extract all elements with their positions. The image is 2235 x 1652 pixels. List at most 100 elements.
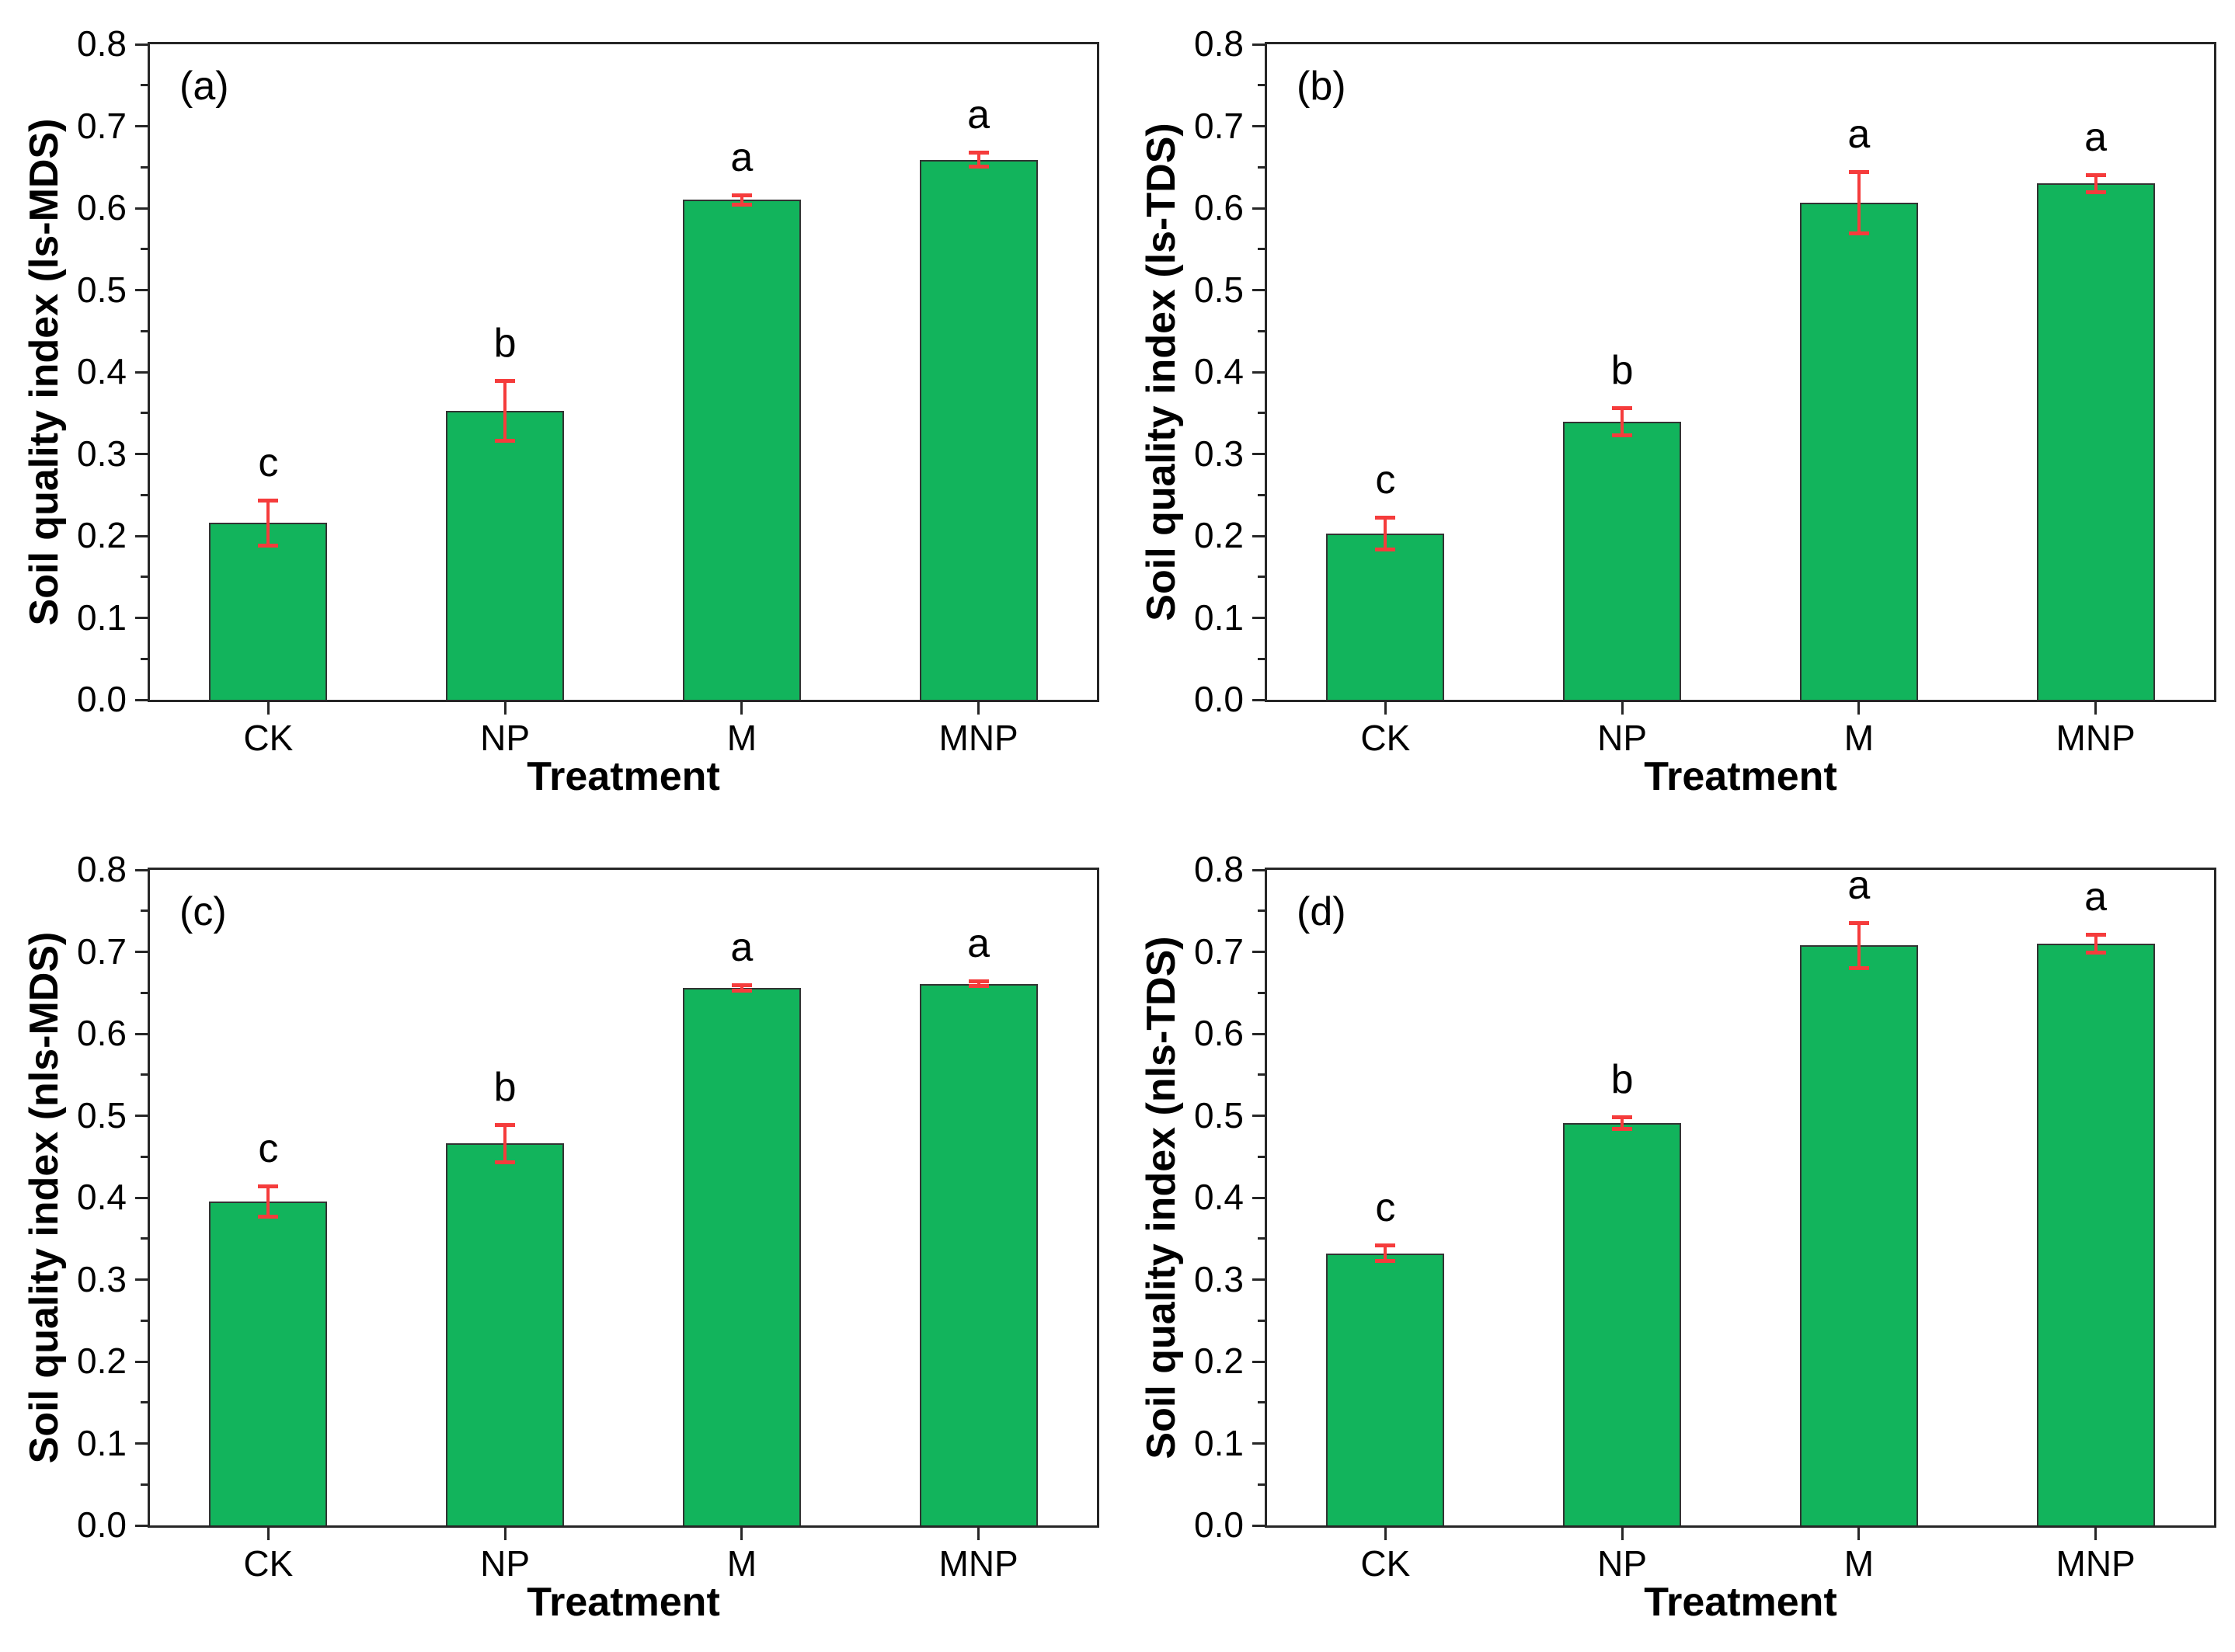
error-bar-cap-bottom: [1848, 965, 1869, 970]
x-axis-tick: [977, 1528, 980, 1540]
y-tick-label: 0.2: [77, 515, 127, 555]
y-axis-tick: [1252, 1360, 1265, 1363]
error-bar-line: [1621, 1116, 1624, 1130]
y-axis-tick: [1258, 84, 1265, 87]
error-bar-cap-top: [731, 193, 752, 198]
error-bar-cap-bottom: [495, 438, 516, 443]
error-bar-cap-top: [731, 983, 752, 987]
y-tick-label: 0.8: [1194, 849, 1244, 889]
error-bar-line: [740, 195, 743, 205]
x-axis-tick: [2094, 1528, 2097, 1540]
y-axis-tick: [135, 1524, 148, 1527]
error-bar-cap-bottom: [258, 543, 279, 548]
y-tick-label: 0.1: [77, 596, 127, 638]
x-axis-tick: [266, 1528, 270, 1540]
y-axis-tick: [1258, 657, 1265, 660]
y-axis-tick: [135, 125, 148, 127]
y-axis-tick: [141, 412, 148, 415]
x-category-label: CK: [1360, 1543, 1411, 1584]
significance-letter: b: [493, 320, 517, 366]
x-axis-tick: [266, 702, 270, 715]
error-bar-cap-top: [2085, 172, 2106, 177]
x-category-label: NP: [480, 1543, 531, 1584]
bar-m: [682, 200, 801, 700]
y-tick-label: 0.8: [77, 849, 127, 889]
error-bar-cap-top: [2085, 933, 2106, 937]
x-category-label: NP: [480, 718, 531, 758]
x-category-label: MNP: [2056, 718, 2136, 758]
y-tick-label: 0.4: [1194, 1177, 1244, 1217]
y-axis-tick: [135, 370, 148, 374]
y-axis-tick: [135, 1196, 148, 1199]
panel-label: (b): [1297, 64, 1346, 109]
error-bar-cap-bottom: [968, 165, 989, 169]
error-bar-cap-bottom: [1612, 1127, 1633, 1132]
y-axis-tick: [1252, 453, 1265, 455]
y-tick-label: 0.5: [77, 1094, 127, 1136]
y-axis-tick: [1258, 909, 1265, 913]
error-bar-cap-top: [1848, 920, 1869, 925]
error-bar-cap-top: [1848, 169, 1869, 174]
y-axis-tick: [141, 1155, 148, 1158]
bar-m: [1799, 945, 1918, 1525]
error-bar-cap-bottom: [1375, 547, 1396, 551]
y-axis-tick: [141, 1401, 148, 1404]
y-tick-label: 0.5: [77, 269, 127, 310]
error-bar-line: [1384, 516, 1387, 550]
y-axis-tick: [1258, 1073, 1265, 1076]
y-axis-tick: [135, 534, 148, 537]
y-axis-tick: [1258, 576, 1265, 579]
panel-a: Soil quality index (ls-MDS) (a) 0.0 0.1 0.…: [0, 0, 1118, 826]
y-axis-tick: [1252, 1115, 1265, 1117]
y-tick-label: 0.7: [1194, 105, 1244, 146]
y-axis-tick: [1258, 248, 1265, 251]
x-axis-tick: [1384, 702, 1387, 715]
y-axis-tick: [135, 617, 148, 619]
y-tick-label: 0.3: [77, 433, 127, 474]
y-axis-tick: [141, 329, 148, 332]
y-tick-label: 0.3: [77, 1258, 127, 1299]
significance-letter: a: [730, 924, 754, 970]
significance-letter: a: [967, 92, 990, 138]
error-bar-cap-bottom: [1848, 231, 1869, 235]
y-tick-label: 0.4: [77, 1177, 127, 1217]
y-axis-tick: [135, 207, 148, 210]
y-tick-label: 0.1: [1194, 596, 1244, 638]
x-axis-tick: [1384, 1528, 1387, 1540]
y-tick-label: 0.4: [77, 351, 127, 391]
y-axis-tick: [141, 1073, 148, 1076]
y-axis-tick: [141, 248, 148, 251]
error-bar-cap-bottom: [731, 202, 752, 207]
y-axis-tick: [135, 698, 148, 701]
y-tick-label: 0.1: [1194, 1422, 1244, 1463]
significance-letter: a: [2084, 875, 2108, 920]
x-category-label: MNP: [938, 718, 1018, 758]
x-category-label: CK: [243, 718, 294, 758]
error-bar-cap-top: [1375, 515, 1396, 520]
bar-ck: [209, 523, 328, 700]
y-tick-label: 0.0: [77, 1504, 127, 1545]
y-axis-tick: [135, 453, 148, 455]
y-axis-tick: [141, 1237, 148, 1240]
x-axis-tick: [2094, 702, 2097, 715]
error-bar-line: [2094, 174, 2097, 193]
panel-label: (d): [1297, 889, 1346, 934]
y-axis-tick: [1252, 698, 1265, 701]
y-tick-label: 0.6: [1194, 1013, 1244, 1053]
y-axis-tick: [1258, 991, 1265, 994]
bar-np: [446, 410, 565, 700]
x-axis-title: Treatment: [1644, 754, 1837, 799]
panel-label: (a): [179, 64, 229, 109]
error-bar-line: [503, 380, 507, 441]
y-tick-label: 0.7: [77, 105, 127, 146]
error-bar-line: [266, 499, 270, 546]
error-bar-cap-top: [968, 151, 989, 155]
y-axis-tick: [135, 1115, 148, 1117]
y-axis-tick: [141, 657, 148, 660]
